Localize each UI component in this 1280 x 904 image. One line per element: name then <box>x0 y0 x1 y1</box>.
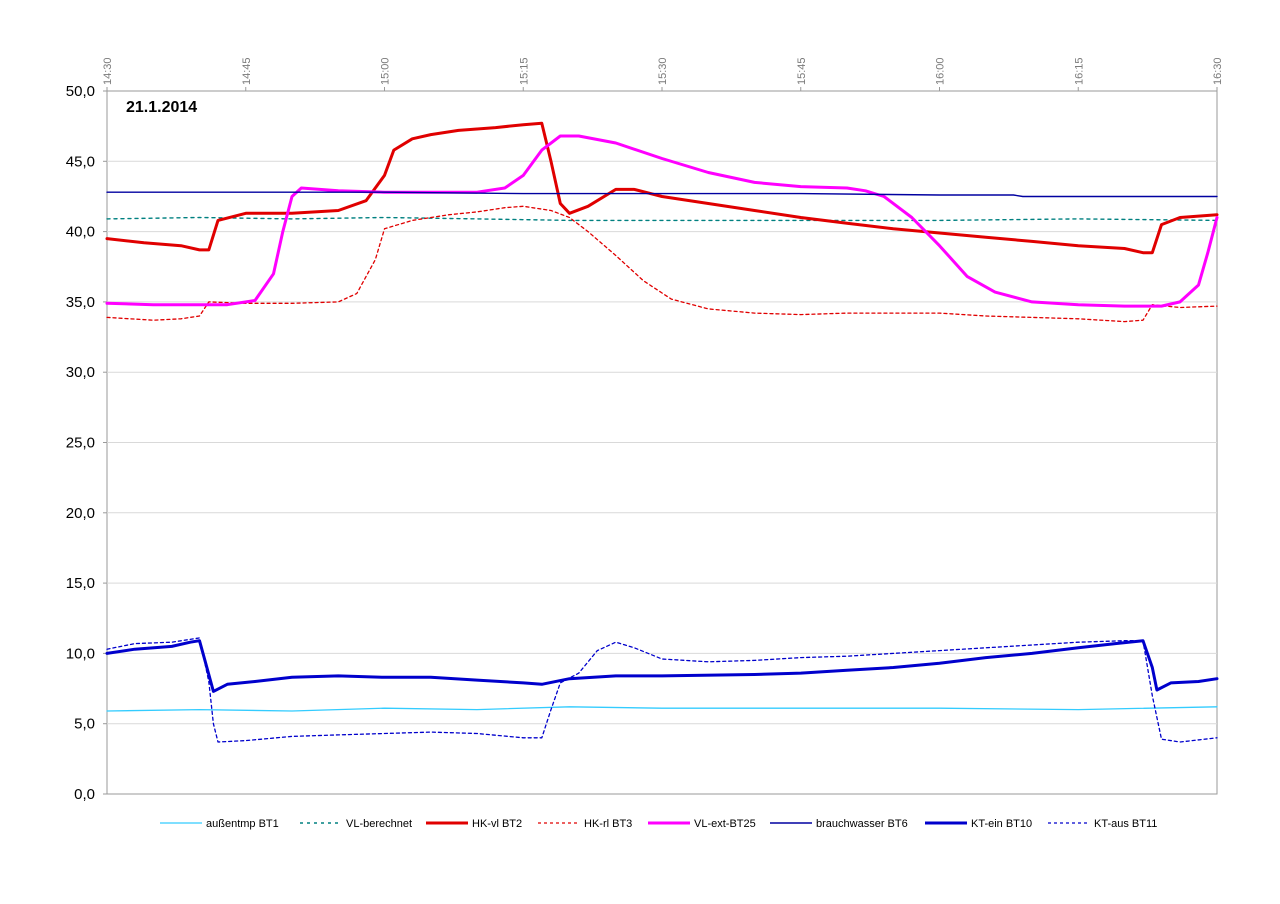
legend-label: HK-vl BT2 <box>472 818 522 830</box>
legend-label: KT-aus BT11 <box>1094 818 1157 830</box>
legend-item: außentmp BT1 <box>160 818 279 830</box>
series-lines <box>105 121 1219 743</box>
legend-item: brauchwasser BT6 <box>770 818 908 830</box>
legend-label: KT-ein BT10 <box>971 818 1032 830</box>
y-tick-label: 20,0 <box>66 505 95 522</box>
legend-label: HK-rl BT3 <box>584 818 632 830</box>
y-tick-label: 45,0 <box>66 153 95 170</box>
y-tick-label: 30,0 <box>66 364 95 381</box>
axes: 0,0 5,0 10,0 15,0 20,0 25,0 30,0 35,0 40,0 45,0 50… <box>66 57 1224 803</box>
series-line-8 <box>106 637 1218 743</box>
y-tick-label: 0,0 <box>74 786 95 803</box>
legend-item: KT-aus BT11 <box>1048 818 1157 830</box>
legend-label: VL-ext-BT25 <box>694 818 756 830</box>
series-line-3 <box>105 121 1219 255</box>
series-line-2 <box>106 216 1218 222</box>
x-tick-label: 15:45 <box>796 57 808 85</box>
x-tick-label: 14:30 <box>102 57 114 85</box>
legend-label: VL-berechnet <box>346 818 412 830</box>
legend: außentmp BT1 VL-berechnet HK-vl BT2 HK-rl B… <box>160 818 1157 830</box>
legend-item: HK-vl BT2 <box>426 818 522 830</box>
x-tick-label: 15:00 <box>380 57 392 85</box>
series-line-7 <box>105 639 1219 693</box>
legend-item: HK-rl BT3 <box>538 818 632 830</box>
x-tick-label: 16:30 <box>1212 57 1224 85</box>
x-tick-label: 15:30 <box>657 57 669 85</box>
x-tick-label: 14:45 <box>241 57 253 85</box>
series-line-5 <box>105 134 1219 308</box>
y-tick-label: 10,0 <box>66 645 95 662</box>
series-line-6 <box>106 191 1218 198</box>
y-tick-label: 15,0 <box>66 575 95 592</box>
x-tick-label: 16:15 <box>1073 57 1085 85</box>
legend-item: VL-ext-BT25 <box>648 818 756 830</box>
x-tick-label: 16:00 <box>935 57 947 85</box>
series-line-4 <box>106 205 1218 323</box>
legend-label: brauchwasser BT6 <box>816 818 908 830</box>
chart-title: 21.1.2014 <box>126 99 197 116</box>
legend-label: außentmp BT1 <box>206 818 279 830</box>
y-tick-label: 25,0 <box>66 435 95 452</box>
y-tick-label: 35,0 <box>66 294 95 311</box>
y-tick-label: 5,0 <box>74 716 95 733</box>
y-tick-label: 40,0 <box>66 224 95 241</box>
x-tick-label: 15:15 <box>518 57 530 85</box>
legend-item: KT-ein BT10 <box>925 818 1032 830</box>
y-tick-label: 50,0 <box>66 83 95 100</box>
series-line-1 <box>106 706 1218 712</box>
legend-item: VL-berechnet <box>300 818 412 830</box>
